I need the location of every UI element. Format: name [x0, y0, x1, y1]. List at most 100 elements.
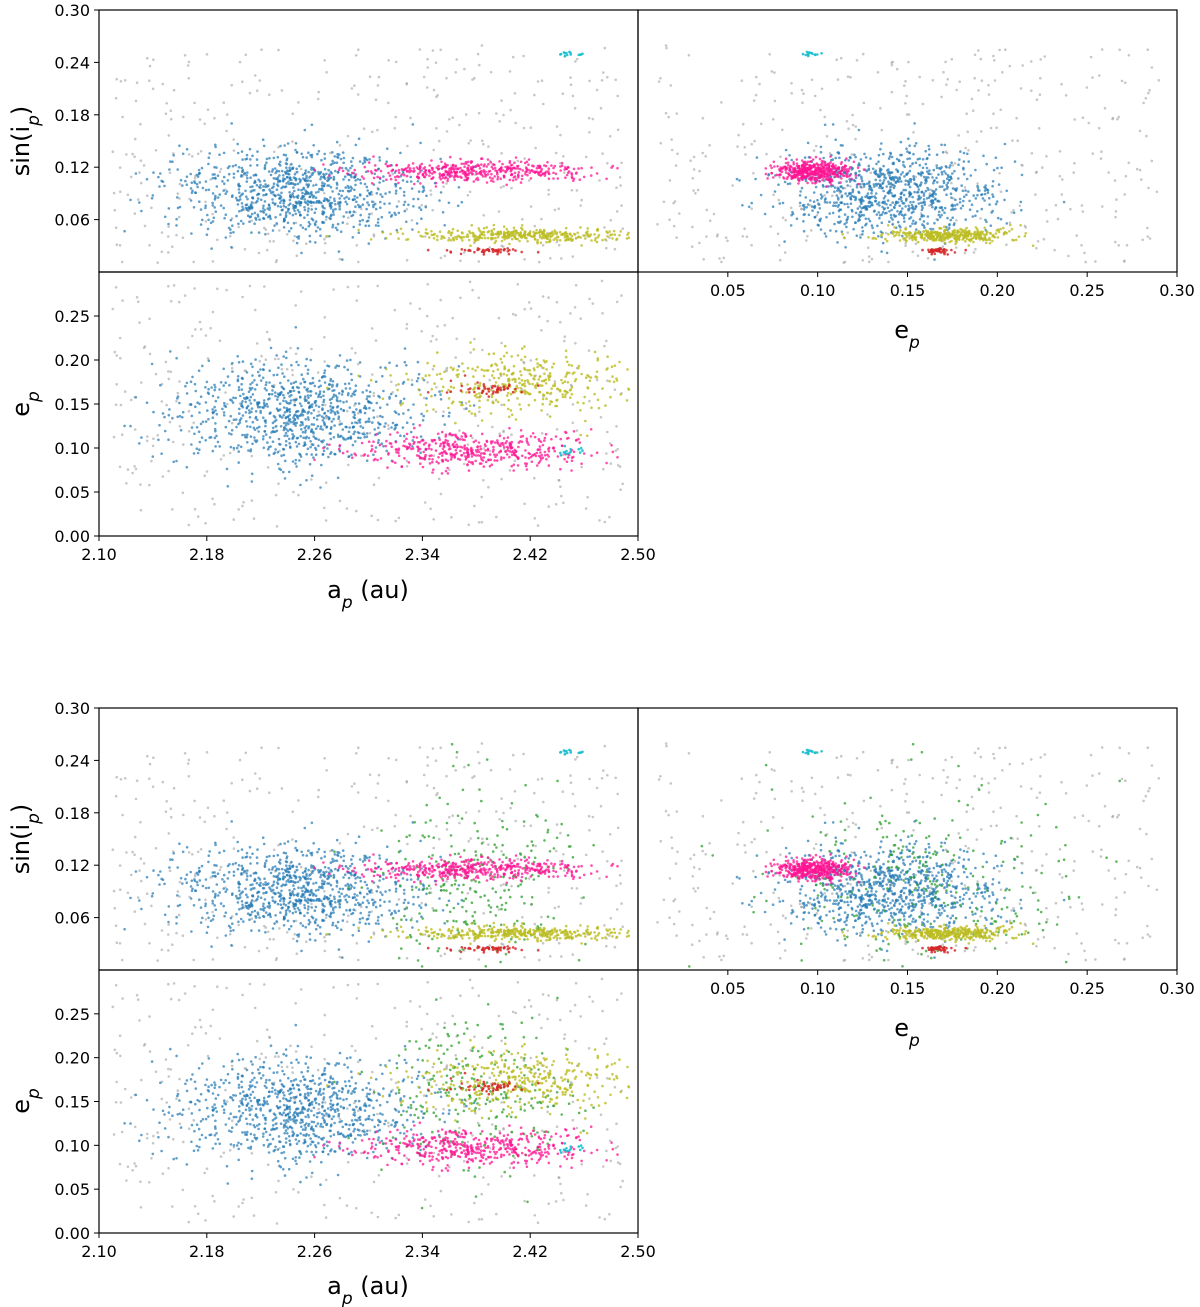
data-point-background — [1120, 79, 1124, 83]
data-point-blue — [909, 180, 913, 183]
data-point-blue — [877, 201, 881, 204]
data-point-blue — [348, 211, 352, 214]
data-point-background — [973, 76, 976, 80]
data-point-olive — [943, 238, 946, 241]
data-point-magenta — [553, 164, 556, 168]
data-point-olive — [923, 236, 926, 240]
data-point-background — [603, 46, 607, 50]
data-point-background — [405, 207, 409, 211]
data-point-blue — [863, 152, 866, 156]
data-point-olive — [1009, 223, 1012, 227]
data-point-olive — [586, 230, 589, 233]
data-point-blue — [335, 161, 339, 164]
data-point-background — [250, 499, 254, 502]
data-point-red — [514, 249, 517, 252]
data-point-background — [488, 378, 492, 382]
data-point-background — [944, 150, 948, 154]
data-point-background — [497, 210, 501, 213]
data-point-blue — [196, 185, 199, 189]
data-point-blue — [931, 227, 935, 231]
data-point-blue — [818, 218, 821, 222]
data-point-blue — [259, 183, 262, 187]
data-point-olive — [914, 235, 918, 239]
data-point-blue — [272, 156, 276, 160]
data-point-background — [1030, 89, 1033, 92]
data-point-blue — [383, 425, 386, 428]
data-point-blue — [211, 416, 215, 419]
data-point-blue — [857, 190, 860, 194]
data-point-red — [495, 249, 499, 253]
data-point-background — [1091, 152, 1095, 155]
data-point-blue — [823, 232, 827, 235]
data-point-background — [616, 128, 620, 132]
data-point-blue — [307, 220, 311, 224]
data-point-magenta — [541, 172, 545, 176]
data-point-blue — [924, 181, 927, 185]
data-point-blue — [872, 231, 876, 234]
data-point-blue — [836, 220, 840, 224]
data-point-background — [422, 396, 426, 400]
data-point-background — [500, 341, 503, 345]
data-point-background — [1124, 174, 1128, 178]
data-point-magenta — [423, 175, 427, 179]
data-point-background — [368, 431, 372, 435]
data-point-blue — [344, 186, 347, 189]
data-point-background — [554, 503, 558, 506]
data-point-background — [595, 88, 599, 92]
data-point-blue — [376, 168, 380, 171]
data-point-blue — [876, 224, 879, 228]
data-point-background — [606, 75, 609, 79]
data-point-blue — [439, 398, 443, 401]
data-point-olive — [526, 240, 529, 243]
data-point-background — [277, 357, 280, 361]
data-point-blue — [245, 157, 249, 160]
data-point-background — [955, 219, 958, 222]
data-point-olive — [579, 226, 582, 229]
data-point-blue — [249, 425, 252, 429]
data-point-blue — [860, 175, 863, 179]
data-point-olive — [1008, 230, 1011, 233]
data-point-blue — [407, 203, 410, 207]
data-point-background — [113, 350, 117, 354]
data-point-background — [165, 403, 168, 407]
data-point-blue — [285, 166, 288, 169]
data-point-background — [466, 443, 470, 446]
data-point-magenta — [786, 161, 790, 164]
data-point-background — [232, 138, 235, 141]
data-point-blue — [921, 158, 925, 161]
data-point-background — [431, 334, 435, 338]
data-point-blue — [878, 216, 881, 220]
data-point-blue — [198, 200, 201, 203]
data-point-background — [1094, 260, 1097, 263]
data-point-olive — [563, 234, 567, 237]
data-point-blue — [941, 185, 944, 188]
data-point-background — [781, 128, 784, 132]
data-point-background — [394, 384, 398, 387]
data-point-magenta — [471, 169, 474, 172]
data-point-blue — [295, 151, 299, 154]
data-point-blue — [849, 156, 852, 160]
data-point-olive — [586, 233, 590, 236]
data-point-magenta — [769, 164, 772, 167]
data-point-blue — [271, 229, 275, 232]
data-point-blue — [323, 152, 326, 156]
data-point-blue — [924, 149, 927, 153]
data-point-blue — [844, 192, 847, 195]
x-tick-label: 0.20 — [980, 281, 1016, 300]
data-point-magenta — [564, 176, 567, 179]
data-point-blue — [940, 170, 944, 174]
data-point-background — [546, 319, 549, 323]
x-tick-label: 0.05 — [710, 281, 746, 300]
data-point-magenta — [563, 168, 566, 171]
data-point-background — [514, 121, 517, 125]
data-point-magenta — [531, 164, 534, 167]
data-point-blue — [903, 220, 906, 223]
data-point-background — [754, 93, 758, 97]
data-point-background — [192, 260, 195, 264]
data-point-blue — [460, 200, 464, 204]
data-point-blue — [997, 183, 1001, 186]
data-point-blue — [294, 212, 298, 216]
data-point-blue — [238, 210, 241, 213]
data-point-background — [720, 101, 723, 104]
data-point-magenta — [410, 169, 413, 173]
